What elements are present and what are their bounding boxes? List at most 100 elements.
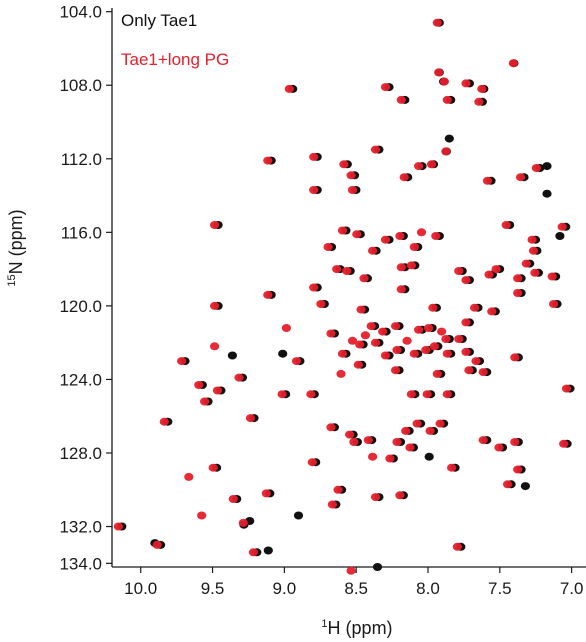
peak-point (281, 324, 291, 332)
x-axis-title-superscript: 1 (321, 618, 327, 630)
x-tick-label: 8.5 (344, 579, 368, 598)
peak-point (263, 290, 273, 299)
peak-point (414, 325, 424, 334)
peak-point (494, 443, 504, 452)
peak-point (385, 454, 395, 463)
axes-frame: 104.0 108.0 112.0 116.0 120.0 124.0 128.0 132.0… (59, 3, 586, 598)
peak-point (424, 452, 434, 461)
peak-point (429, 342, 439, 351)
peak-point (434, 68, 444, 77)
peak-point (530, 268, 540, 277)
peak-point (263, 546, 273, 555)
peak-point (208, 463, 218, 472)
peak-point (293, 511, 304, 520)
peak-point (395, 491, 405, 500)
peak-point (372, 563, 383, 571)
peak-point (487, 307, 497, 316)
peak-point (396, 95, 406, 104)
y-tick-label: 124.0 (59, 370, 102, 389)
legend: Only Tae1 Tae1+long PG (121, 11, 229, 69)
peak-point (442, 95, 452, 104)
peak-point (336, 369, 346, 378)
peak-marks (113, 18, 575, 575)
peak-point (528, 246, 539, 255)
peak-point (380, 235, 391, 244)
peak-point (368, 246, 378, 255)
peak-point (441, 335, 451, 343)
peak-point (194, 381, 204, 389)
y-tick-label: 134.0 (59, 554, 102, 573)
peak-point (366, 322, 376, 331)
peak-point (452, 542, 462, 551)
x-tick-label: 9.0 (273, 579, 297, 598)
peak-point (409, 243, 419, 251)
peak-point (359, 274, 369, 283)
peak-point (439, 77, 449, 86)
peak-point (547, 272, 557, 281)
peak-point (360, 331, 370, 340)
peak-point (454, 267, 464, 275)
peak-point (516, 173, 526, 182)
peak-point (309, 283, 319, 292)
peak-point (326, 423, 336, 432)
peak-point (337, 226, 348, 235)
peak-point (177, 357, 187, 366)
peak-point (510, 438, 520, 446)
peak-point (542, 162, 552, 171)
peak-point (477, 84, 487, 93)
peak-point (346, 171, 356, 180)
peak-point (346, 566, 356, 575)
y-tick-label: 112.0 (61, 150, 102, 169)
peak-point (461, 347, 471, 356)
x-tick-label: 8.0 (416, 579, 440, 598)
peak-point (549, 300, 559, 308)
peak-point (306, 390, 316, 399)
peak-point (332, 265, 342, 274)
series-only-tae1 (117, 18, 575, 571)
peak-point (531, 164, 542, 172)
peak-point (503, 480, 513, 489)
y-axis-title: 15N (ppm) (6, 209, 26, 286)
peak-point (234, 373, 244, 382)
peak-point (412, 419, 422, 428)
peak-point (309, 186, 319, 194)
peak-point (277, 390, 287, 399)
legend-entry-only-tae1: Only Tae1 (121, 11, 197, 30)
peak-point (474, 97, 484, 106)
peak-point (401, 426, 411, 435)
peak-point (380, 83, 391, 92)
peak-point (501, 221, 511, 229)
peak-point (261, 489, 271, 498)
peak-point (370, 338, 381, 347)
peak-point (437, 327, 447, 336)
peak-point (238, 518, 248, 527)
peak-point (349, 438, 359, 446)
y-tick-label: 128.0 (59, 444, 102, 463)
peak-point (347, 336, 358, 345)
peak-point (432, 18, 442, 27)
peak-point (378, 327, 388, 336)
y-tick-label: 108.0 (59, 76, 102, 95)
y-axis-title-text: N (ppm) (6, 209, 26, 274)
peak-point (414, 162, 424, 171)
y-tick-label: 132.0 (59, 518, 102, 537)
peak-point (405, 443, 415, 452)
peak-point (464, 366, 474, 375)
peak-point (184, 472, 194, 481)
x-tick-label: 9.5 (201, 579, 225, 598)
peak-point (409, 349, 419, 358)
peak-point (478, 368, 488, 377)
peak-point (291, 357, 302, 366)
peak-point (491, 265, 501, 274)
y-tick-label: 120.0 (59, 297, 102, 316)
peak-point (422, 390, 432, 399)
peak-point (263, 156, 273, 165)
peak-point (210, 342, 220, 351)
peak-point (425, 426, 435, 435)
peak-point (444, 134, 454, 143)
peak-point (513, 465, 523, 474)
peak-point (352, 230, 362, 239)
peak-point (396, 263, 406, 272)
series-tae1-long-pg (113, 18, 572, 575)
